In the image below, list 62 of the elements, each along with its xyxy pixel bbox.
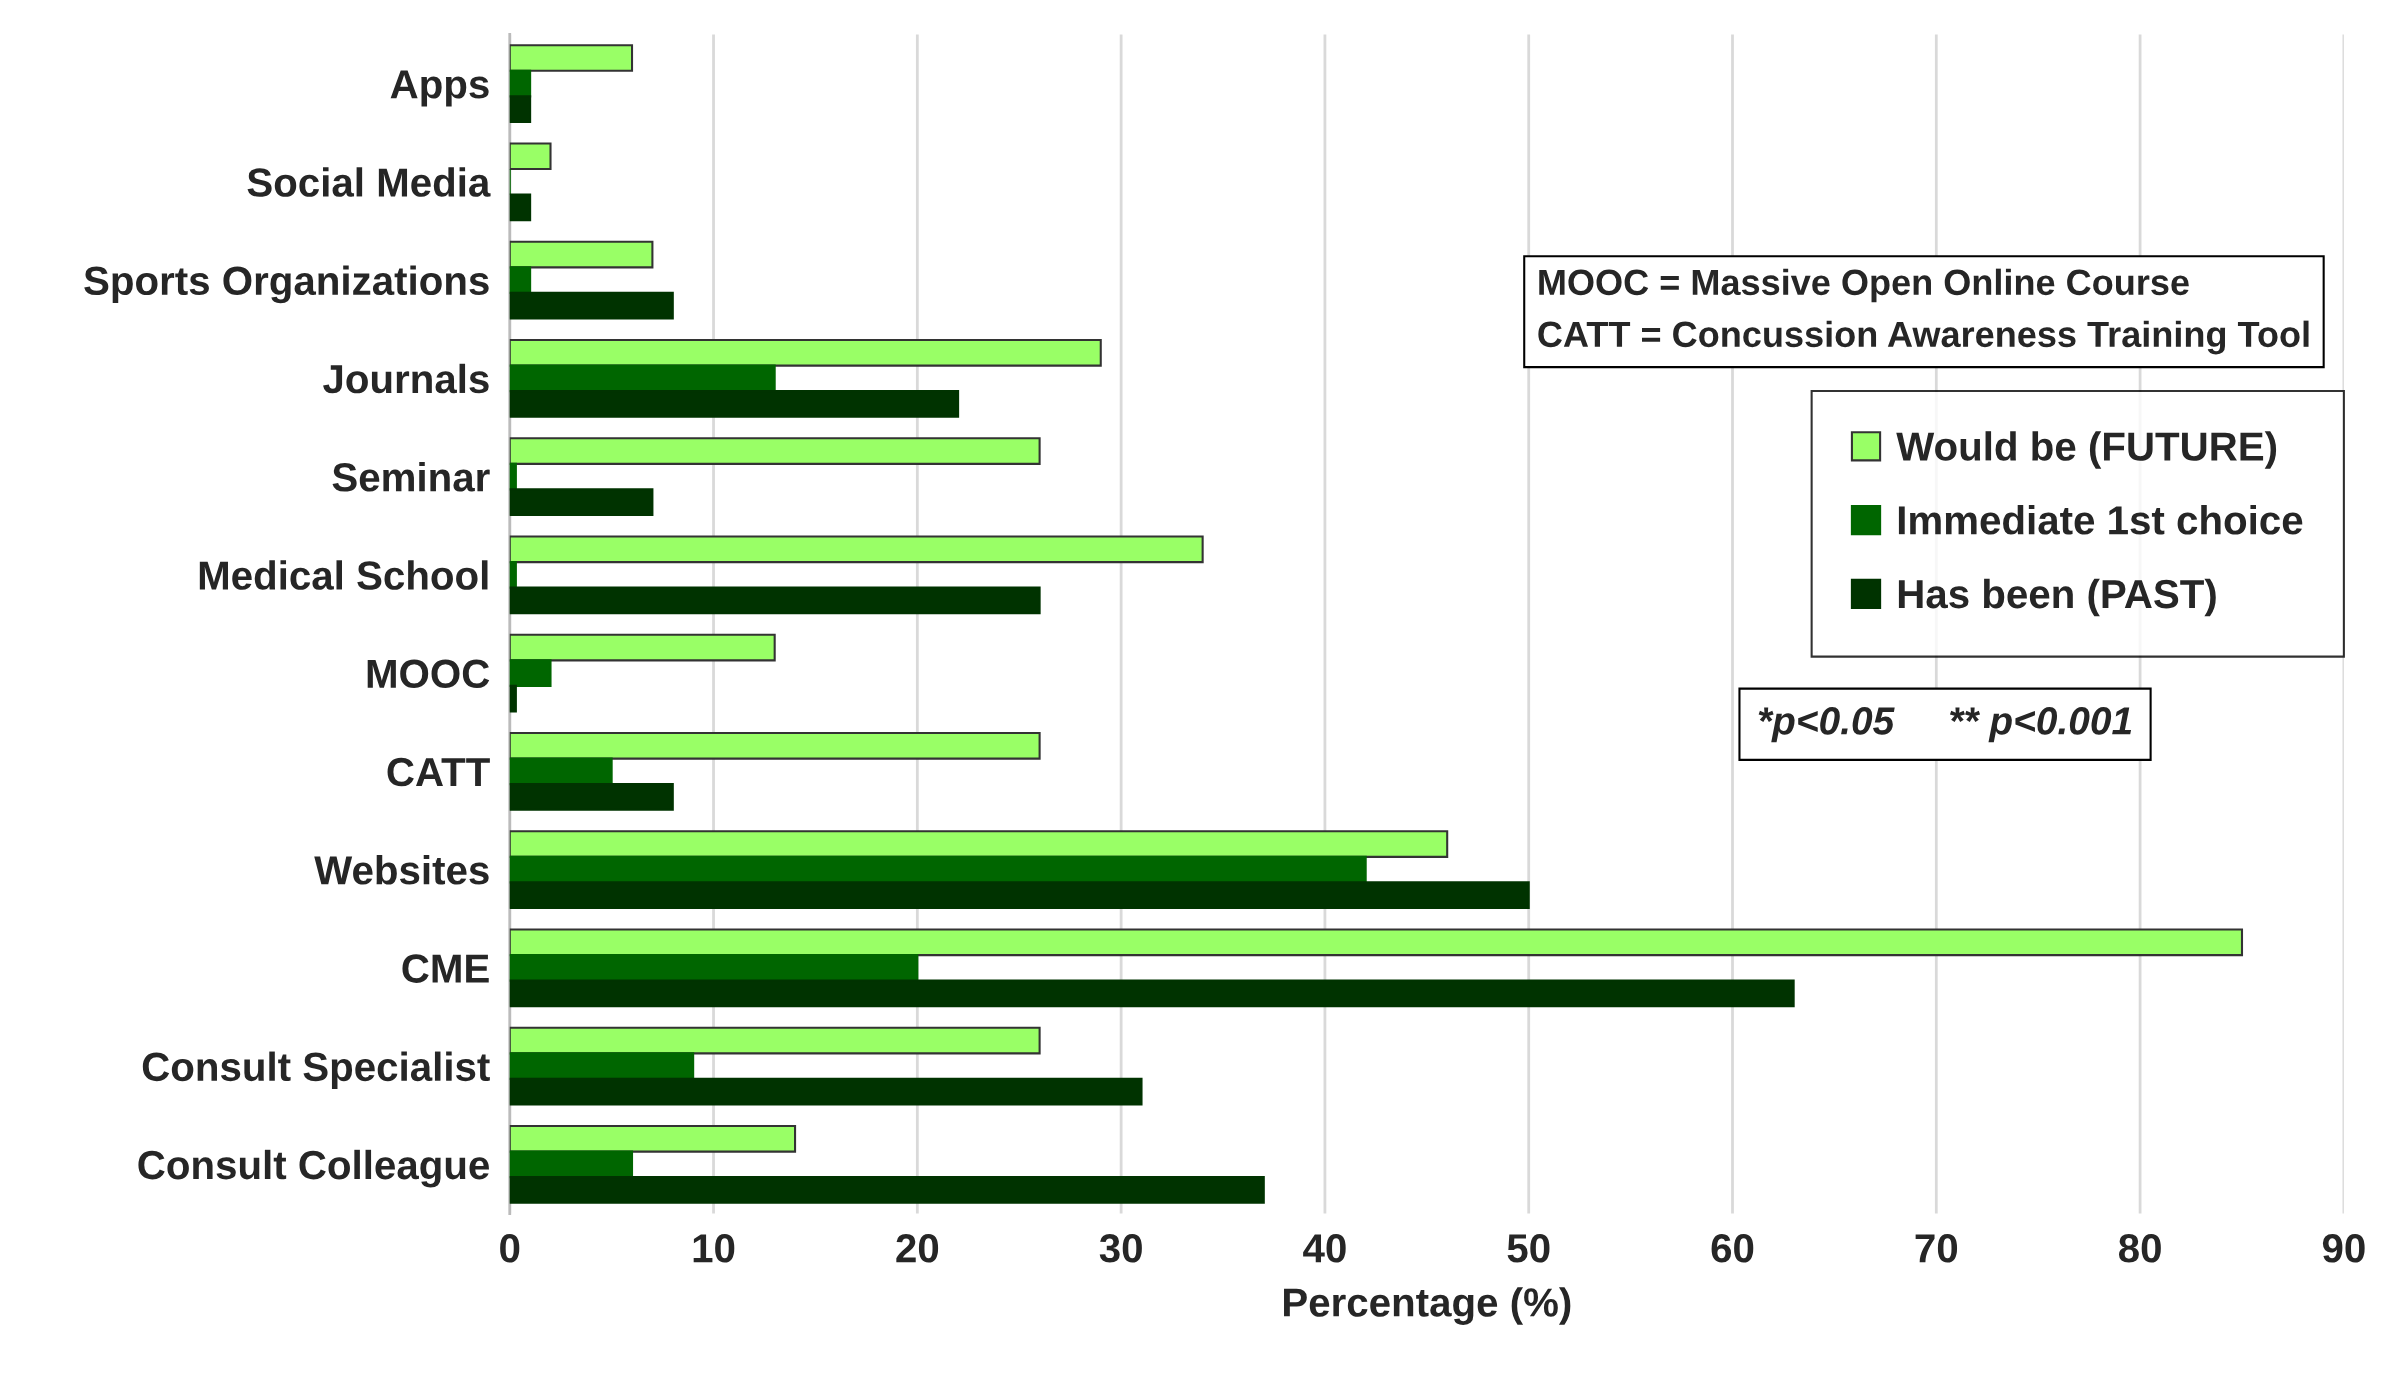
legend-label: Would be (FUTURE) [1896, 431, 2277, 469]
bar [509, 881, 1530, 909]
y-tick-label: Sports Organizations [84, 265, 489, 304]
x-tick-label: 10 [693, 1234, 735, 1263]
bar [509, 437, 1041, 465]
bar [509, 1026, 1041, 1055]
x-tick-label: 30 [1099, 1234, 1142, 1263]
annotation: MOOC = Massive Open Online Course CATT = Concussion Awareness Training Tool [1538, 268, 2309, 355]
x-tick-label: 50 [1507, 1234, 1550, 1263]
bar [509, 193, 532, 222]
y-tick-label: Journals [323, 363, 489, 394]
annotation: *p<0.05 ** p<0.001 [1758, 707, 2132, 743]
bar [509, 659, 552, 687]
x-tick-label: 60 [1711, 1234, 1754, 1263]
x-tick-label: 20 [896, 1234, 939, 1263]
bar [509, 633, 776, 662]
bar [509, 1150, 634, 1179]
bar [509, 928, 2244, 957]
bar [509, 1077, 1143, 1106]
x-axis-title: Percentage (%) [1284, 1287, 1571, 1325]
bar [509, 561, 517, 589]
bar [509, 240, 654, 269]
bar [509, 954, 919, 982]
y-tick-label: Consult Colleague [138, 1149, 489, 1188]
y-tick-label: Websites [314, 855, 489, 885]
bar [509, 535, 1204, 564]
x-tick-label: 40 [1303, 1234, 1346, 1263]
y-tick-label: Apps [390, 70, 489, 107]
bar [509, 462, 517, 491]
bar [509, 684, 517, 713]
y-tick-label: Medical School [199, 560, 488, 590]
bar [509, 364, 776, 393]
bar [509, 339, 1102, 367]
bar [509, 855, 1367, 884]
bar [509, 586, 1041, 615]
y-tick-label: CATT [387, 757, 490, 787]
bar [509, 830, 1449, 858]
legend-label: Has been (PAST) [1898, 578, 2216, 617]
y-tick-label: MOOC [367, 659, 490, 689]
legend-label: Immediate 1st choice [1898, 505, 2303, 535]
bar [509, 488, 654, 516]
bar [509, 1052, 695, 1080]
bar [509, 266, 532, 294]
bar [509, 44, 634, 72]
bar [509, 142, 552, 171]
bar [509, 390, 960, 418]
bar [509, 1176, 1265, 1204]
x-tick-label: 70 [1915, 1234, 1958, 1263]
bar [509, 757, 613, 786]
bar [509, 732, 1041, 760]
x-tick-label: 0 [500, 1234, 520, 1263]
y-tick-label: Social Media [247, 167, 491, 197]
x-tick-label: 90 [2322, 1234, 2365, 1263]
bar [509, 783, 674, 811]
bar [509, 979, 1795, 1008]
y-tick-label: Consult Specialist [142, 1051, 490, 1090]
y-tick-label: CME [402, 954, 489, 983]
bar [509, 95, 532, 123]
bar [509, 1125, 797, 1153]
x-tick-label: 80 [2118, 1234, 2161, 1263]
y-tick-label: Seminar [332, 462, 490, 492]
bar [509, 291, 674, 320]
